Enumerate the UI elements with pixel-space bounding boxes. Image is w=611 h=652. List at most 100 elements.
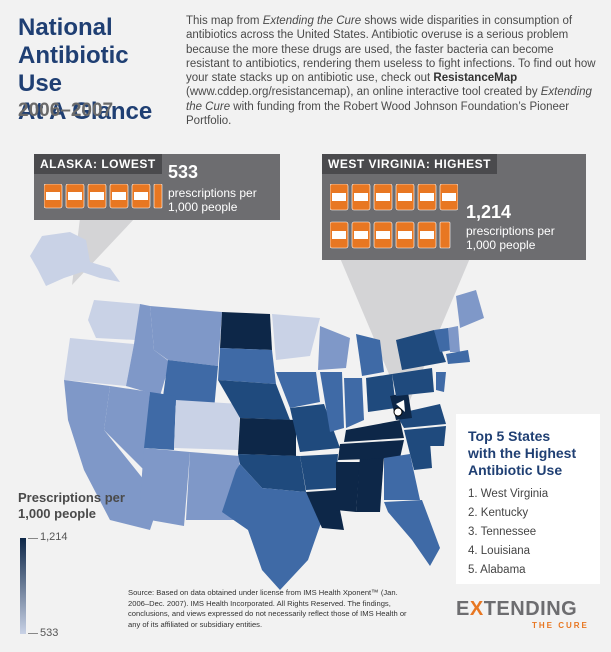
- page-title: National Antibiotic Use At A Glance: [18, 14, 178, 126]
- state-me: [456, 290, 484, 328]
- top5-title-line: Antibiotic Use: [468, 462, 563, 478]
- pill-bottle-icon: [43, 183, 163, 209]
- pill-bottles-grid: [329, 183, 459, 255]
- state-co: [174, 400, 240, 450]
- state-ne: [218, 380, 290, 420]
- legend-title-line: 1,000 people: [18, 506, 97, 521]
- logo-text: TENDING: [483, 598, 578, 620]
- list-item: 3. Tennessee: [468, 526, 537, 538]
- unit-line: 1,000 people: [168, 200, 238, 214]
- legend-gradient-bar: [20, 538, 26, 634]
- legend-max-value: 1,214: [40, 531, 68, 543]
- legend-tick: [28, 633, 38, 634]
- state-la: [306, 490, 344, 530]
- intro-emphasis: Extending the Cure: [262, 15, 362, 27]
- intro-text: shows wide disparities in consumption of…: [186, 15, 596, 85]
- state-id: [126, 304, 170, 396]
- state-pa: [392, 368, 434, 396]
- west-virginia-unit: prescriptions per 1,000 people: [466, 224, 555, 252]
- state-fl: [384, 500, 440, 566]
- list-item: 4. Louisiana: [468, 545, 531, 557]
- state-or: [64, 338, 134, 386]
- state-va: [396, 404, 446, 428]
- alaska-callout: ALASKA: LOWEST 533 prescriptions per 1,0…: [34, 154, 280, 220]
- title-line: At A Glance: [18, 98, 153, 125]
- title-line: Antibiotic Use: [18, 42, 129, 97]
- state-ok: [238, 454, 306, 492]
- logo-x: X: [469, 598, 484, 620]
- resistancemap-link[interactable]: ResistanceMap: [433, 72, 518, 85]
- state-il: [320, 372, 344, 432]
- title-line: National: [18, 14, 113, 41]
- state-ia: [276, 372, 320, 408]
- alaska-value: 533: [168, 162, 199, 182]
- state-tx: [222, 464, 322, 590]
- state-az: [140, 448, 190, 526]
- state-ny: [396, 330, 446, 370]
- unit-line: prescriptions per: [168, 186, 257, 200]
- state-ms: [336, 462, 360, 512]
- extending-the-cure-logo: EXTENDING: [456, 598, 606, 621]
- state-wy: [162, 360, 218, 410]
- state-tn: [338, 440, 404, 460]
- state-nh: [448, 326, 460, 352]
- logo-text: E: [456, 598, 470, 620]
- state-ky: [344, 420, 404, 442]
- unit-line: prescriptions per: [466, 224, 555, 238]
- wv-marker: [396, 400, 405, 412]
- state-wi: [318, 326, 350, 370]
- state-sd: [218, 348, 276, 384]
- state-mi: [356, 334, 384, 376]
- state-wa: [88, 300, 140, 340]
- top5-title-line: with the Highest: [468, 445, 577, 461]
- west-virginia-callout-label: WEST VIRGINIA: HIGHEST: [322, 154, 498, 174]
- intro-paragraph: This map from Extending the Cure shows w…: [186, 14, 596, 128]
- state-nv: [104, 386, 150, 470]
- intro-text: with funding from the Robert Wood Johnso…: [186, 100, 570, 128]
- state-ma: [446, 350, 470, 364]
- top5-title-line: Top 5 States: [468, 428, 551, 444]
- state-in: [344, 378, 364, 428]
- legend-tick: [28, 538, 38, 539]
- state-ca: [64, 380, 160, 530]
- state-sc: [408, 442, 432, 470]
- alaska-unit: prescriptions per 1,000 people: [168, 186, 257, 214]
- intro-emphasis: Extending the Cure: [186, 86, 592, 113]
- state-mn: [272, 314, 320, 360]
- state-ar: [300, 454, 338, 490]
- intro-text: This map from: [186, 15, 263, 27]
- state-al: [356, 456, 384, 512]
- state-ut: [144, 392, 176, 450]
- unit-line: 1,000 people: [466, 238, 536, 252]
- legend-title-line: Prescriptions per: [18, 490, 125, 505]
- west-virginia-marker-icon: [393, 407, 403, 417]
- legend-min-value: 533: [40, 627, 59, 639]
- state-oh: [366, 374, 396, 412]
- state-mt: [150, 306, 222, 366]
- state-nj: [436, 372, 446, 392]
- intro-text: (www.cddep.org/resistancemap), an online…: [186, 86, 541, 99]
- top5-list: 1. West Virginia 2. Kentucky 3. Tennesse…: [468, 488, 548, 583]
- state-ak: [30, 232, 120, 286]
- years-subtitle: 2006–2007: [18, 100, 114, 121]
- state-nd: [220, 312, 272, 350]
- alaska-callout-label: ALASKA: LOWEST: [34, 154, 162, 174]
- state-ks: [238, 418, 296, 456]
- list-item: 2. Kentucky: [468, 507, 529, 519]
- top5-panel: Top 5 States with the Highest Antibiotic…: [456, 414, 600, 584]
- top5-title: Top 5 States with the Highest Antibiotic…: [468, 428, 598, 479]
- pill-bottle-icon: [329, 183, 459, 249]
- pill-bottles-row: [43, 183, 164, 215]
- legend-title: Prescriptions per 1,000 people: [18, 490, 125, 522]
- state-vt: [434, 328, 452, 352]
- west-virginia-pointer: [340, 258, 470, 412]
- list-item: 1. West Virginia: [468, 488, 549, 500]
- west-virginia-callout: WEST VIRGINIA: HIGHEST 1,214 prescriptio…: [322, 154, 586, 260]
- state-ga: [384, 454, 420, 500]
- state-nc: [404, 426, 446, 446]
- list-item: 5. Alabama: [468, 564, 526, 576]
- west-virginia-value: 1,214: [466, 202, 512, 222]
- source-note: Source: Based on data obtained under lic…: [128, 588, 407, 629]
- logo-subtext: THE CURE: [532, 621, 589, 630]
